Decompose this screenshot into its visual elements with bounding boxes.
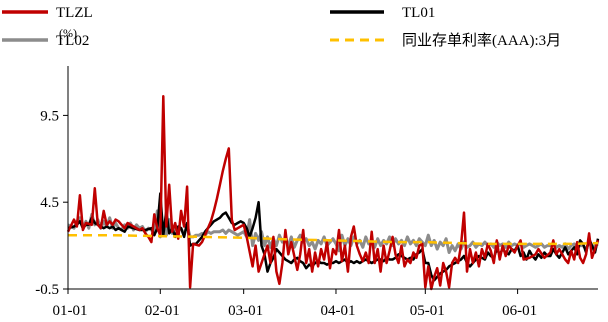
x-tick-label-5: 06-01 <box>502 303 537 319</box>
y-tick-label-2: -0.5 <box>35 282 59 298</box>
legend-label-2: TL02 <box>56 33 89 49</box>
x-tick-label-4: 05-01 <box>410 303 445 319</box>
legend-label-0: TLZL <box>56 5 93 21</box>
x-tick-label-3: 04-01 <box>320 303 355 319</box>
y-unit-label: (%) <box>59 26 77 40</box>
series-line-3 <box>68 233 599 246</box>
legend-label-3: 同业存单利率(AAA):3月 <box>402 32 561 49</box>
plot-series <box>66 95 600 291</box>
x-tick-label-1: 02-01 <box>145 303 180 319</box>
axes: 9.5 4.5 -0.5 01-01 02-01 03-01 04-01 05-01 06-01… <box>35 26 598 319</box>
legend: TLZL TL01 TL02 同业存单利率(AAA):3月 <box>2 5 561 49</box>
series-line-0 <box>66 95 600 291</box>
x-tick-label-0: 01-01 <box>53 303 88 319</box>
x-tick-label-2: 03-01 <box>228 303 263 319</box>
y-tick-label-0: 9.5 <box>40 108 59 124</box>
y-tick-label-1: 4.5 <box>40 195 59 211</box>
legend-label-1: TL01 <box>402 5 435 21</box>
